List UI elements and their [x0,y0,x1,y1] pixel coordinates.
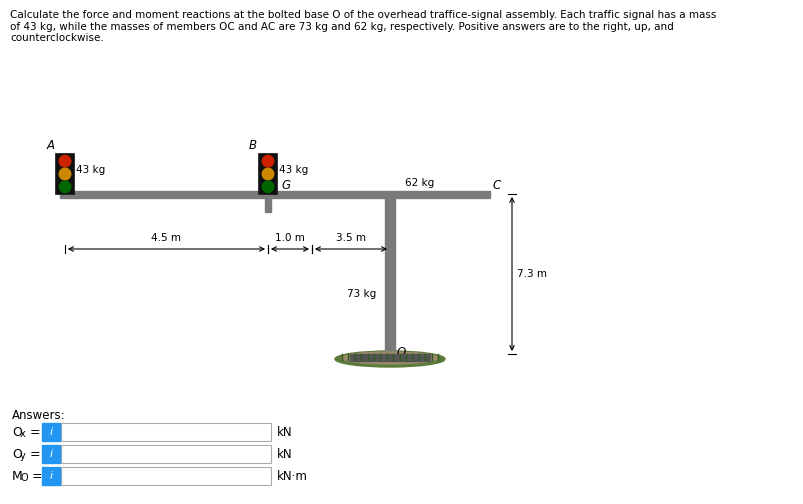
Text: G: G [281,179,290,192]
Text: i: i [49,449,52,459]
Text: Calculate the force and moment reactions at the bolted base O of the overhead tr: Calculate the force and moment reactions… [10,10,715,43]
Text: =: = [28,470,43,482]
Circle shape [262,155,273,167]
Bar [385,194,394,354]
Ellipse shape [335,351,444,367]
Text: 7.3 m: 7.3 m [516,269,546,279]
Bar [259,154,277,194]
Text: i: i [49,427,52,437]
Bar [265,198,271,212]
Text: M: M [12,470,22,482]
Bar [61,445,271,463]
Bar [42,445,60,463]
Text: 3.5 m: 3.5 m [336,233,365,243]
Text: C: C [492,179,500,192]
Text: kN: kN [277,425,292,438]
Circle shape [59,168,71,180]
Bar [42,467,60,485]
Text: kN·m: kN·m [277,470,308,482]
Text: x: x [20,429,26,439]
Bar [56,154,74,194]
Text: Answers:: Answers: [12,409,66,422]
Circle shape [262,168,273,180]
Text: =: = [26,425,41,438]
Text: =: = [26,448,41,461]
Text: O: O [12,425,22,438]
Bar [60,191,489,198]
Text: B: B [249,139,257,152]
Text: i: i [49,471,52,481]
Text: kN: kN [277,448,292,461]
Circle shape [262,181,273,193]
Text: 62 kg: 62 kg [405,178,434,188]
Text: 43 kg: 43 kg [76,165,105,175]
Text: 1.0 m: 1.0 m [275,233,304,243]
Text: y: y [20,451,26,461]
Bar [61,423,271,441]
Bar [42,423,60,441]
Text: A: A [47,139,55,152]
Circle shape [59,155,71,167]
Circle shape [59,181,71,193]
Text: 4.5 m: 4.5 m [151,233,181,243]
Ellipse shape [341,352,438,364]
Bar [349,354,430,361]
Text: O: O [12,448,22,461]
Text: O: O [21,473,29,483]
Bar [61,467,271,485]
Text: 73 kg: 73 kg [346,289,376,299]
Text: 43 kg: 43 kg [279,165,308,175]
Text: O: O [397,346,406,358]
